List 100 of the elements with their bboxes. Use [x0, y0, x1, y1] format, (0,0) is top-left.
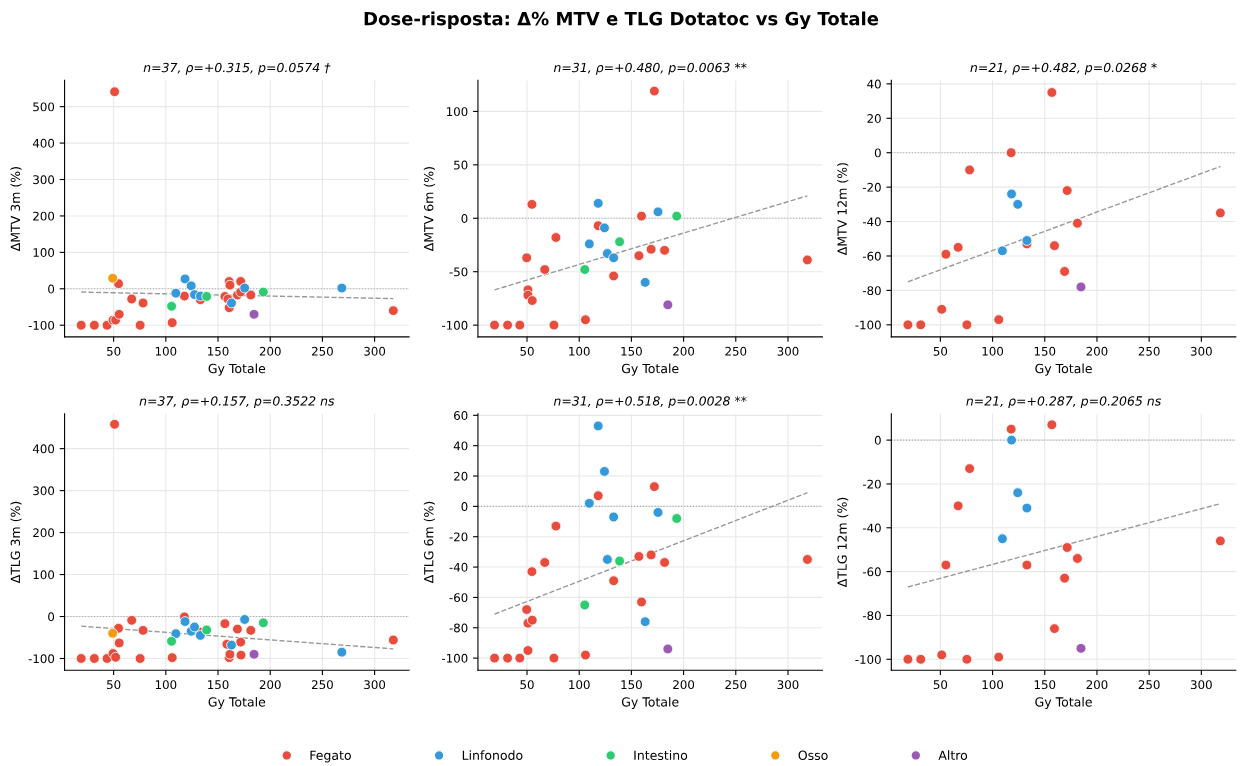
x-tick-label: 250: [725, 680, 747, 690]
x-tick-label: 50: [520, 346, 534, 356]
chart-subtitle: n=31, ρ=+0.480, p=0.0063 **: [553, 62, 747, 75]
y-tick-label: 400: [32, 444, 55, 454]
y-tick-label: -100: [28, 654, 55, 664]
x-tick-label: 150: [621, 346, 642, 356]
y-tick-label: 40: [867, 79, 881, 89]
y-axis-title: ΔMTV 3m (%): [10, 167, 22, 252]
legend-label: Fegato: [310, 750, 351, 763]
y-axis-title: ΔTLG 6m (%): [423, 501, 435, 584]
x-tick-label: 300: [364, 346, 386, 356]
y-tick-label: 0: [461, 502, 468, 512]
x-tick-label: 200: [259, 680, 281, 690]
y-axis-title: ΔMTV 12m (%): [837, 163, 849, 256]
y-tick-label: -40: [449, 562, 468, 572]
y-tick-label: 40: [453, 441, 468, 451]
legend-label: Intestino: [634, 750, 688, 760]
x-tick-label: 50: [520, 680, 534, 690]
chart-subtitle: n=31, ρ=+0.518, p=0.0028 **: [553, 396, 747, 409]
y-axis-title: ΔMTV 6m (%): [423, 167, 435, 252]
y-tick-label: 300: [33, 175, 55, 185]
x-tick-label: 300: [777, 680, 799, 690]
x-tick-label: 250: [1138, 680, 1160, 690]
y-tick-label: -50: [449, 267, 468, 277]
x-tick-label: 200: [673, 680, 695, 690]
x-tick-label: 50: [107, 680, 121, 690]
x-tick-label: 100: [569, 680, 590, 690]
x-tick-label: 100: [155, 680, 177, 690]
y-axis-title: ΔTLG 12m (%): [837, 497, 849, 588]
y-tick-label: 100: [446, 107, 468, 117]
x-axis-title: Gy Totale: [208, 696, 266, 710]
y-tick-label: -40: [862, 217, 881, 227]
x-tick-label: 150: [621, 680, 642, 690]
y-tick-label: -100: [28, 320, 55, 330]
chart-subtitle: n=37, ρ=+0.315, p=0.0574 †: [143, 62, 331, 75]
y-tick-label: 0: [874, 148, 881, 158]
y-tick-label: -20: [449, 532, 468, 542]
y-tick-label: 500: [33, 102, 55, 112]
x-tick-label: 50: [107, 346, 121, 356]
y-tick-label: -40: [862, 523, 881, 533]
x-tick-label: 250: [312, 346, 333, 356]
y-tick-label: 300: [33, 486, 55, 496]
x-tick-label: 150: [1034, 680, 1056, 690]
x-tick-label: 300: [777, 346, 799, 356]
x-tick-label: 250: [725, 346, 747, 356]
chart-subtitle: n=21, ρ=+0.482, p=0.0268 *: [970, 62, 1157, 75]
y-tick-label: 20: [867, 114, 881, 123]
x-tick-label: 200: [1086, 680, 1108, 690]
x-tick-label: 250: [1138, 346, 1160, 356]
y-tick-label: 50: [454, 160, 468, 170]
y-tick-label: -100: [855, 655, 881, 664]
x-tick-label: 200: [1086, 346, 1108, 356]
chart-subtitle: n=37, ρ=+0.157, p=0.3522 ns: [139, 396, 335, 409]
x-tick-label: 50: [933, 346, 948, 356]
legend-label: Osso: [798, 750, 828, 760]
x-tick-label: 100: [982, 346, 1004, 356]
x-tick-label: 100: [569, 346, 590, 356]
y-tick-label: -100: [855, 320, 881, 330]
x-tick-label: 200: [259, 346, 281, 356]
x-tick-label: 300: [1190, 680, 1212, 690]
y-tick-label: 200: [33, 528, 55, 538]
y-tick-label: 200: [33, 211, 55, 221]
y-tick-label: -80: [449, 623, 468, 633]
x-axis-title: Gy Totale: [621, 696, 679, 710]
y-tick-label: 0: [461, 213, 468, 223]
x-axis-title: Gy Totale: [1035, 363, 1092, 376]
y-tick-label: -100: [442, 320, 468, 330]
x-tick-label: 150: [208, 680, 229, 690]
x-axis-title: Gy Totale: [1035, 696, 1092, 710]
x-tick-label: 100: [155, 346, 177, 356]
y-axis-title: ΔTLG 3m (%): [10, 501, 22, 584]
y-tick-label: -60: [862, 567, 881, 577]
y-tick-label: -20: [862, 182, 881, 192]
y-tick-label: 0: [874, 435, 881, 445]
x-axis-title: Gy Totale: [208, 363, 266, 376]
y-tick-label: -100: [442, 653, 468, 663]
y-tick-label: -80: [862, 286, 881, 296]
x-tick-label: 300: [364, 680, 386, 690]
x-tick-label: 100: [982, 680, 1004, 690]
y-tick-label: 400: [32, 138, 55, 148]
x-tick-label: 250: [312, 680, 333, 690]
y-tick-label: 100: [33, 248, 55, 258]
x-tick-label: 200: [673, 346, 695, 356]
y-tick-label: 60: [454, 411, 468, 420]
y-tick-label: 100: [33, 570, 55, 580]
y-tick-label: -60: [862, 251, 881, 261]
y-tick-label: -20: [862, 479, 881, 489]
x-tick-label: 150: [1034, 346, 1056, 356]
y-tick-label: 0: [48, 612, 55, 622]
x-tick-label: 50: [933, 680, 948, 690]
chart-subtitle: n=21, ρ=+0.287, p=0.2065 ns: [966, 396, 1161, 409]
legend-label: Linfonodo: [462, 750, 523, 760]
y-tick-label: -80: [862, 611, 881, 621]
y-tick-label: 0: [48, 284, 55, 294]
chart-title: Dose-risposta: Δ% MTV e TLG Dotatoc vs Gy Totale: [364, 11, 879, 30]
x-tick-label: 150: [208, 346, 229, 356]
x-tick-label: 300: [1190, 346, 1212, 356]
legend-label: Altro: [938, 750, 968, 760]
y-tick-label: -60: [449, 593, 468, 603]
y-tick-label: 20: [454, 471, 468, 481]
